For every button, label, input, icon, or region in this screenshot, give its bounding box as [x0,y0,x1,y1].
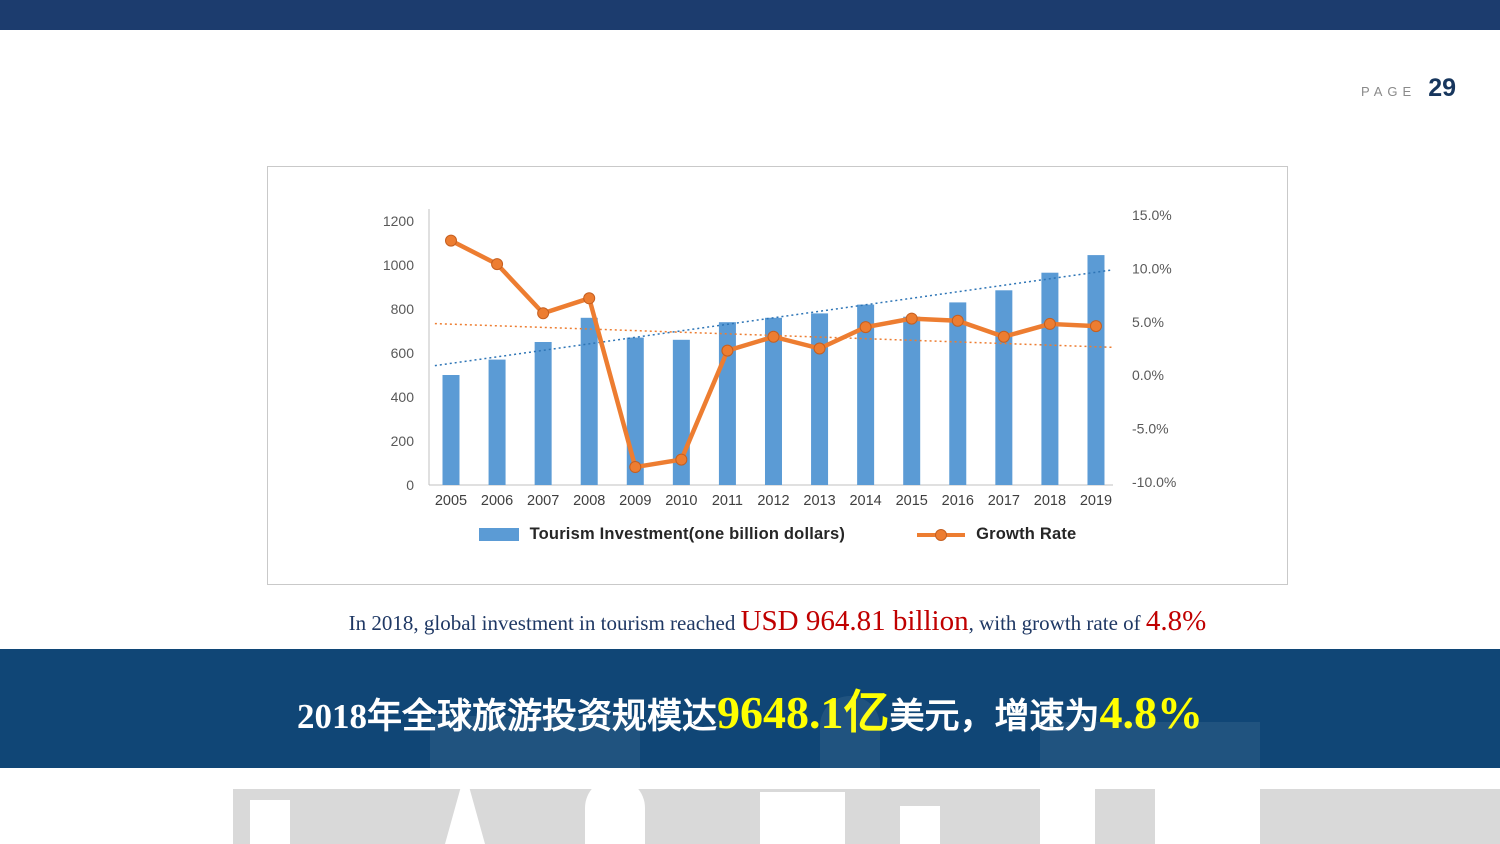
chart-panel: 0 200 400 600 800 1000 1200 15.0% 10.0% 5.0% 0.0% -… [267,166,1288,585]
chart-legend: Tourism Investment(one billion dollars) … [268,525,1287,544]
svg-text:15.0%: 15.0% [1132,207,1172,223]
banner-highlight-rate: 4.8% [1099,686,1204,738]
legend-item-growth: Growth Rate [917,525,1076,544]
banner-skyline-decoration [820,696,880,768]
svg-text:1200: 1200 [383,213,414,229]
svg-text:0.0%: 0.0% [1132,367,1164,383]
svg-text:2011: 2011 [712,493,743,509]
caption-text-2: , with growth rate of [968,611,1146,635]
svg-text:5.0%: 5.0% [1132,314,1164,330]
caption-text-1: In 2018, global investment in tourism re… [348,611,741,635]
banner-skyline-decoration [1040,722,1260,768]
svg-text:2009: 2009 [619,493,651,509]
line-dot-icon [935,528,948,541]
svg-text:2017: 2017 [988,493,1020,509]
svg-text:-5.0%: -5.0% [1132,421,1169,437]
svg-text:2010: 2010 [665,493,697,509]
line-marker-icon [917,528,966,541]
caption-highlight-usd: USD 964.81 billion [740,605,969,637]
svg-text:400: 400 [391,389,415,405]
svg-text:-10.0%: -10.0% [1132,474,1176,490]
svg-text:200: 200 [391,433,415,449]
svg-text:10.0%: 10.0% [1132,260,1172,276]
svg-text:2007: 2007 [527,493,559,509]
legend-label-growth: Growth Rate [976,525,1077,543]
svg-text:2015: 2015 [896,493,928,509]
page-label: PAGE [1361,84,1417,99]
svg-text:2005: 2005 [435,493,467,509]
svg-text:2019: 2019 [1080,493,1112,509]
svg-text:2013: 2013 [803,493,835,509]
page-number: 29 [1428,74,1456,102]
page-indicator: PAGE 29 [1361,74,1456,103]
bottom-gray-strip [233,789,1500,844]
banner-highlight-amount: 9648.1亿 [717,686,890,738]
bar-swatch-icon [478,528,519,541]
svg-text:0: 0 [406,477,414,493]
tourism-investment-chart: 0 200 400 600 800 1000 1200 15.0% 10.0% 5.0% 0.0% -… [383,207,1177,509]
bottom-banner: 2018年全球旅游投资规模达9648.1亿美元，增速为4.8% [0,649,1500,768]
legend-label-investment: Tourism Investment(one billion dollars) [529,525,846,543]
caption-highlight-rate: 4.8% [1145,605,1207,637]
svg-text:2008: 2008 [573,493,605,509]
svg-text:600: 600 [391,345,415,361]
top-bar [0,0,1500,30]
svg-text:1000: 1000 [383,257,414,273]
banner-skyline-decoration [430,716,640,768]
banner-text-2: 美元，增速为 [889,696,1100,736]
svg-text:2006: 2006 [481,493,513,509]
svg-text:2016: 2016 [942,493,974,509]
svg-text:2012: 2012 [757,493,789,509]
legend-item-investment: Tourism Investment(one billion dollars) [478,525,846,544]
svg-text:800: 800 [391,301,415,317]
banner-text: 2018年全球旅游投资规模达9648.1亿美元，增速为4.8% [297,676,1203,742]
banner-text-1: 2018年全球旅游投资规模达 [296,696,717,736]
svg-text:2018: 2018 [1034,493,1066,509]
svg-text:2014: 2014 [849,493,881,509]
caption: In 2018, global investment in tourism re… [240,605,1315,638]
